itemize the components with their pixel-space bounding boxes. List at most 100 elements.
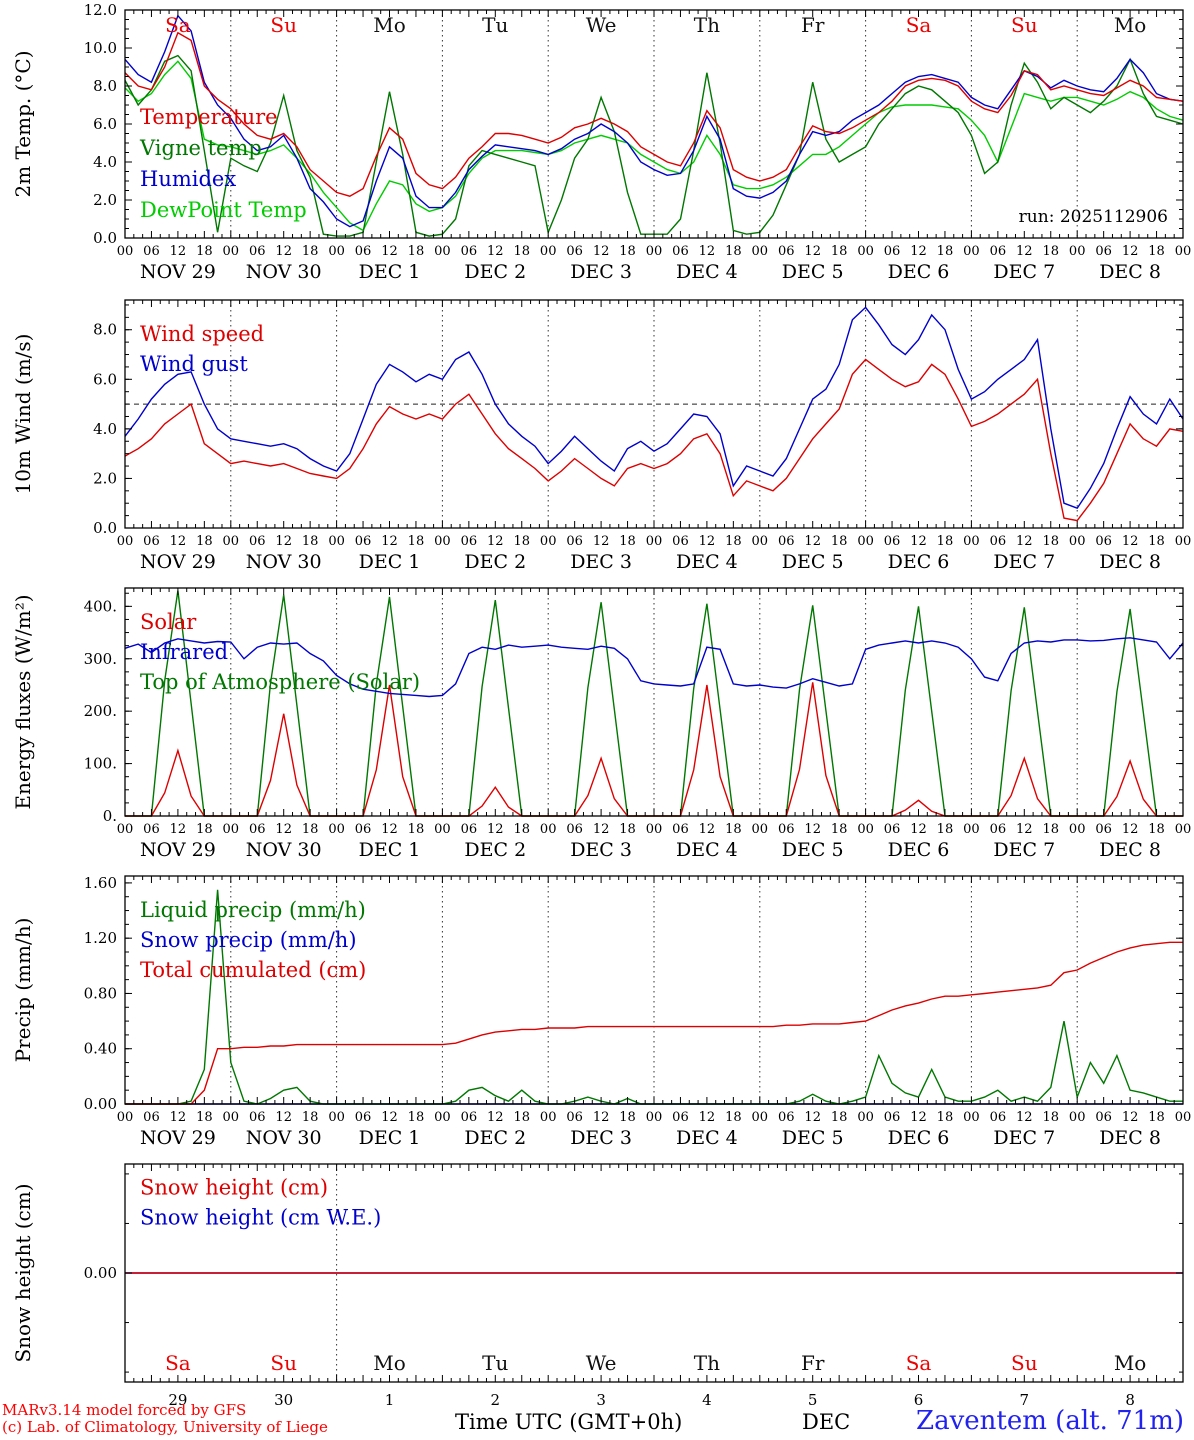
svg-text:12: 12 — [1122, 822, 1139, 837]
svg-text:18: 18 — [302, 244, 319, 259]
svg-text:DEC 4: DEC 4 — [676, 261, 738, 283]
svg-text:Mo: Mo — [1114, 1351, 1147, 1375]
svg-text:18: 18 — [302, 534, 319, 549]
svg-text:12: 12 — [1122, 1110, 1139, 1125]
svg-text:Tu: Tu — [482, 1351, 508, 1375]
svg-text:18: 18 — [725, 534, 742, 549]
credit-line-2: (c) Lab. of Climatology, University of L… — [2, 1418, 328, 1436]
svg-text:06: 06 — [778, 1110, 795, 1125]
svg-text:00: 00 — [117, 244, 134, 259]
svg-text:06: 06 — [249, 1110, 266, 1125]
svg-text:Temperature: Temperature — [140, 105, 278, 129]
svg-text:06: 06 — [884, 534, 901, 549]
svg-text:06: 06 — [355, 1110, 372, 1125]
svg-text:06: 06 — [143, 822, 160, 837]
svg-text:DewPoint Temp: DewPoint Temp — [140, 198, 307, 222]
svg-text:DEC 2: DEC 2 — [464, 551, 526, 573]
svg-text:06: 06 — [143, 534, 160, 549]
svg-text:12: 12 — [275, 244, 292, 259]
svg-text:18: 18 — [831, 244, 848, 259]
svg-text:DEC 8: DEC 8 — [1099, 1127, 1161, 1149]
svg-text:Mo: Mo — [373, 13, 406, 37]
svg-text:NOV 30: NOV 30 — [246, 839, 322, 861]
precip-panel: 0.00 0.40 0.80 1.20 1.60 00 06 12 18 00 06 12 18 00 06… — [11, 874, 1191, 1149]
svg-text:12: 12 — [275, 1110, 292, 1125]
svg-text:00: 00 — [1069, 1110, 1086, 1125]
svg-text:18: 18 — [513, 534, 530, 549]
svg-text:Su: Su — [1011, 13, 1038, 37]
svg-text:12: 12 — [804, 534, 821, 549]
svg-text:run: 2025112906: run: 2025112906 — [1019, 207, 1168, 227]
svg-text:18: 18 — [619, 822, 636, 837]
wind-panel: 0.0 2.0 4.0 6.0 8.0 00 06 12 18 00 06 12 18 00 06 12 18 0… — [11, 299, 1192, 573]
svg-text:6: 6 — [914, 1391, 924, 1408]
svg-text:8.0: 8.0 — [93, 77, 117, 95]
svg-text:12: 12 — [910, 1110, 927, 1125]
svg-text:2: 2 — [491, 1391, 501, 1408]
svg-text:8: 8 — [1125, 1391, 1135, 1408]
svg-text:00: 00 — [963, 822, 980, 837]
svg-text:00: 00 — [540, 244, 557, 259]
svg-text:00: 00 — [328, 1110, 345, 1125]
svg-text:0.80: 0.80 — [84, 984, 117, 1002]
svg-text:06: 06 — [990, 1110, 1007, 1125]
svg-text:DEC 3: DEC 3 — [570, 839, 632, 861]
svg-text:7: 7 — [1020, 1391, 1030, 1408]
svg-text:DEC 6: DEC 6 — [888, 551, 950, 573]
svg-text:00: 00 — [963, 1110, 980, 1125]
svg-text:DEC 2: DEC 2 — [464, 1127, 526, 1149]
svg-text:DEC 5: DEC 5 — [782, 1127, 844, 1149]
svg-text:Liquid precip (mm/h): Liquid precip (mm/h) — [140, 898, 366, 922]
svg-text:12: 12 — [275, 822, 292, 837]
energy-panel: 0. 100. 200. 300. 400. 00 06 12 18 00 06 12 18 00 06 12… — [11, 587, 1191, 861]
svg-text:06: 06 — [461, 822, 478, 837]
svg-text:400.: 400. — [84, 597, 117, 615]
svg-text:3: 3 — [596, 1391, 606, 1408]
svg-text:Sa: Sa — [165, 13, 191, 37]
svg-text:10m Wind (m/s): 10m Wind (m/s) — [11, 334, 35, 495]
svg-text:5: 5 — [808, 1391, 818, 1408]
svg-text:12: 12 — [910, 244, 927, 259]
svg-text:12: 12 — [910, 534, 927, 549]
svg-text:12: 12 — [593, 822, 610, 837]
svg-text:4.0: 4.0 — [93, 153, 117, 171]
svg-text:06: 06 — [1095, 1110, 1112, 1125]
svg-text:06: 06 — [461, 534, 478, 549]
svg-text:DEC 5: DEC 5 — [782, 551, 844, 573]
svg-text:DEC 2: DEC 2 — [464, 261, 526, 283]
svg-text:00: 00 — [752, 534, 769, 549]
svg-text:00: 00 — [1069, 534, 1086, 549]
svg-text:12: 12 — [699, 534, 716, 549]
svg-text:00: 00 — [857, 244, 874, 259]
svg-text:00: 00 — [117, 822, 134, 837]
svg-text:Solar: Solar — [140, 610, 197, 634]
svg-text:00: 00 — [1175, 244, 1192, 259]
svg-text:06: 06 — [249, 822, 266, 837]
svg-text:06: 06 — [566, 534, 583, 549]
svg-text:2m Temp. (°C): 2m Temp. (°C) — [11, 50, 35, 197]
station-label: Zaventem (alt. 71m) — [916, 1406, 1184, 1436]
svg-text:00: 00 — [1175, 534, 1192, 549]
svg-text:DEC 2: DEC 2 — [464, 839, 526, 861]
svg-text:18: 18 — [619, 1110, 636, 1125]
svg-text:DEC 6: DEC 6 — [888, 839, 950, 861]
svg-text:12: 12 — [170, 244, 187, 259]
svg-text:DEC 6: DEC 6 — [888, 1127, 950, 1149]
svg-text:00: 00 — [434, 534, 451, 549]
footer: MARv3.14 model forced by GFS (c) Lab. of… — [0, 1402, 1194, 1440]
svg-text:NOV 29: NOV 29 — [140, 839, 216, 861]
energy-panel-wrap: 0. 100. 200. 300. 400. 00 06 12 18 00 06 12 18 00 06 12… — [0, 580, 1194, 868]
svg-text:0.00: 0.00 — [84, 1264, 117, 1282]
svg-text:06: 06 — [566, 244, 583, 259]
svg-text:00: 00 — [752, 822, 769, 837]
svg-text:00: 00 — [963, 244, 980, 259]
svg-text:DEC 4: DEC 4 — [676, 1127, 738, 1149]
svg-text:18: 18 — [513, 822, 530, 837]
svg-text:00: 00 — [223, 822, 240, 837]
svg-text:Wind speed: Wind speed — [140, 322, 264, 346]
svg-text:DEC 1: DEC 1 — [359, 1127, 421, 1149]
svg-text:12: 12 — [1016, 244, 1033, 259]
svg-text:18: 18 — [1148, 822, 1165, 837]
svg-text:06: 06 — [884, 822, 901, 837]
svg-text:06: 06 — [1095, 534, 1112, 549]
